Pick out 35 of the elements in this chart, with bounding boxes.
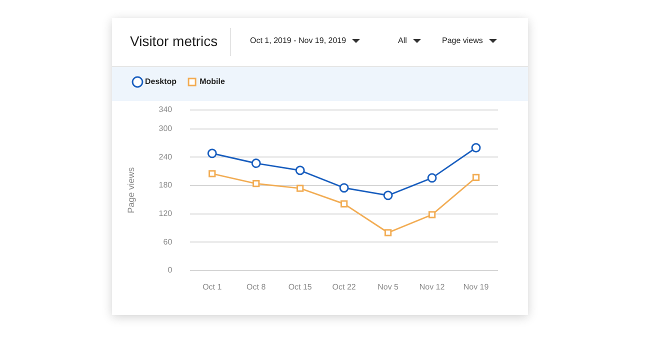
point [251, 158, 261, 168]
point [340, 200, 348, 208]
text: Oct 1, 2019 - Nov 19, 2019 [250, 36, 346, 45]
y-tick-label: 300 [158, 124, 173, 134]
x-tick-label: Oct 22 [332, 282, 356, 292]
point [428, 211, 436, 218]
y-axis-title: Page views [126, 166, 136, 214]
point [296, 184, 304, 192]
y-tick-label: 0 [168, 266, 173, 275]
text: Page views [442, 36, 483, 45]
x-tick-label: Oct 8 [246, 282, 266, 292]
text: All [398, 36, 407, 45]
x-tick-label: Oct 15 [288, 282, 312, 292]
y-tick-label: 60 [163, 237, 173, 246]
y-tick-label: 180 [158, 180, 173, 190]
y-tick-label: 240 [158, 152, 173, 162]
point [339, 183, 349, 193]
point [472, 174, 480, 182]
y-tick-label: 120 [158, 208, 173, 218]
point [384, 229, 392, 236]
point [208, 170, 216, 178]
x-tick-label: Nov 12 [419, 282, 446, 292]
x-tick-label: Nov 5 [378, 282, 400, 292]
point [471, 142, 481, 152]
point [252, 180, 260, 188]
point [427, 173, 437, 183]
point [295, 166, 305, 176]
legend-label: Mobile [200, 77, 226, 86]
legend-label: Desktop [145, 77, 177, 86]
chart-title: Visitor metrics [130, 33, 218, 49]
point [207, 148, 217, 158]
y-tick-label: 340 [158, 105, 173, 114]
x-tick-label: Nov 19 [463, 282, 490, 292]
point [383, 190, 393, 200]
x-tick-label: Oct 1 [202, 282, 222, 292]
